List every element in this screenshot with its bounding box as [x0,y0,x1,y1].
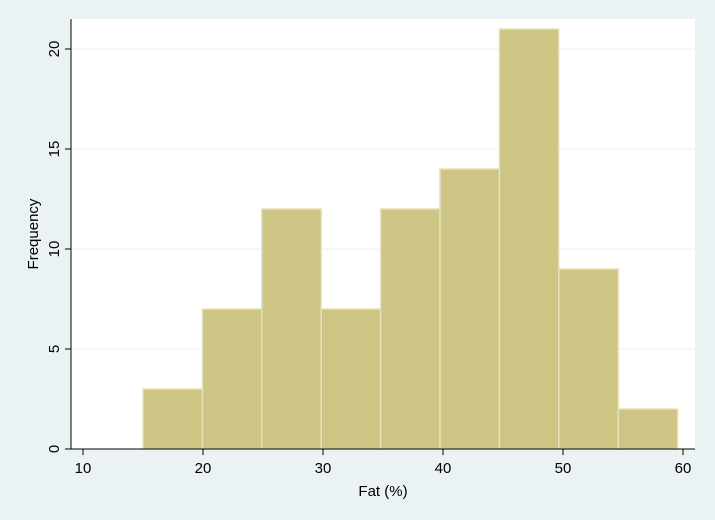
y-tick-label: 20 [46,41,63,58]
x-tick-label: 60 [675,460,692,477]
x-tick-label: 40 [435,460,452,477]
y-axis-ticks: 0 5 10 15 20 [46,41,71,453]
y-tick-label: 10 [46,241,63,258]
histogram-bar [439,168,501,450]
x-tick-label: 20 [195,460,212,477]
histogram-bar [201,308,263,450]
histogram-bar [617,408,679,450]
y-tick-label: 0 [46,445,63,453]
histogram-bar [379,208,441,450]
x-tick-label: 10 [75,460,92,477]
histogram-bar [558,268,619,450]
histogram-bar [261,208,322,450]
y-tick-label: 5 [46,345,63,353]
y-tick-label: 15 [46,141,63,158]
histogram-bar [320,308,382,450]
histogram-bar [142,388,204,450]
histogram-bar [498,28,560,450]
x-axis-ticks: 10 20 30 40 50 60 [75,449,692,477]
x-tick-label: 50 [555,460,572,477]
y-axis-title: Frequency [25,198,42,269]
axes [70,19,695,450]
x-axis-title: Fat (%) [358,483,407,500]
x-tick-label: 30 [315,460,332,477]
bars [142,28,679,450]
